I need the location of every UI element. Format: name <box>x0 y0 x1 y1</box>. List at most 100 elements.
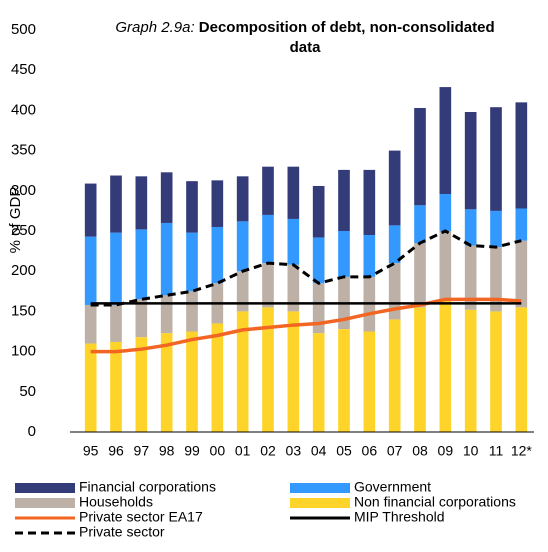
x-tick-label: 00 <box>210 443 226 459</box>
y-tick-label: 500 <box>11 21 36 38</box>
bar-segment <box>110 341 122 432</box>
bar-segment <box>262 263 274 308</box>
chart-title-line: Graph 2.9a: Decomposition of debt, non-c… <box>115 19 494 36</box>
bar-segment <box>312 283 325 334</box>
y-tick-label: 0 <box>28 423 36 440</box>
x-tick-label: 11 <box>489 443 504 459</box>
bar-segment <box>490 311 502 432</box>
x-tick-label: 06 <box>362 443 378 459</box>
x-tick-label: 10 <box>463 443 479 459</box>
bar-segment <box>110 304 122 342</box>
x-tick-label: 03 <box>286 443 302 459</box>
bar-segment <box>110 175 122 233</box>
bar-segment <box>135 229 148 300</box>
bar-segment <box>388 225 401 264</box>
bar-segment <box>287 166 300 219</box>
x-tick-label: 07 <box>387 443 403 459</box>
bar-segment <box>338 329 350 432</box>
y-axis-label: % of GDP <box>7 187 24 254</box>
bar-segment <box>287 311 300 432</box>
bar-segment <box>160 222 173 296</box>
bar-segment <box>84 183 97 237</box>
bar-segment <box>388 319 401 432</box>
bar-segment <box>515 208 528 241</box>
bar-segment <box>312 237 325 284</box>
x-tick-label: 09 <box>438 443 454 459</box>
bar-segment <box>262 214 274 264</box>
bar-segment <box>464 309 477 432</box>
x-tick-label: 97 <box>134 443 150 459</box>
bar-segment <box>236 311 249 432</box>
bar-segment <box>439 231 452 300</box>
bar-segment <box>312 185 325 238</box>
bar-segment <box>338 231 350 277</box>
y-tick-label: 300 <box>11 182 36 199</box>
bar-segment <box>363 331 376 432</box>
x-tick-label: 02 <box>260 443 276 459</box>
bar-segment <box>160 295 173 334</box>
bar-segment <box>186 232 198 292</box>
y-tick-label: 100 <box>11 343 36 360</box>
bar-segment <box>515 307 528 432</box>
bar-segment <box>515 240 528 308</box>
bar-segment <box>84 343 97 432</box>
bar-segment <box>211 180 224 227</box>
x-tick-label: 95 <box>83 443 99 459</box>
x-tick-label: 99 <box>184 443 200 459</box>
bar-segment <box>135 176 148 230</box>
y-tick-label: 250 <box>11 222 36 239</box>
x-tick-label: 12* <box>511 443 533 459</box>
bar-segment <box>211 323 224 432</box>
legend-label: Non financial corporations <box>354 494 516 510</box>
bar-segment <box>160 333 173 432</box>
legend-label: Private sector EA17 <box>79 509 203 525</box>
y-tick-label: 50 <box>19 383 36 400</box>
legend-label: Financial corporations <box>79 479 216 495</box>
bar-segment <box>490 107 502 211</box>
bar-segment <box>363 235 376 277</box>
bar-segment <box>186 181 198 233</box>
x-tick-label: 05 <box>336 443 352 459</box>
legend-swatch <box>290 498 350 508</box>
bar-segment <box>464 245 477 310</box>
bar-segment <box>236 221 249 272</box>
bar-segment <box>287 264 300 312</box>
bar-segment <box>515 102 528 209</box>
bar-segment <box>464 209 477 246</box>
legend-label: Households <box>79 494 153 510</box>
bar-segment <box>186 331 198 432</box>
chart-title-cont: data <box>290 39 322 56</box>
bar-segment <box>338 169 350 231</box>
title-prefix: Graph 2.9a: <box>115 19 194 36</box>
bar-segment <box>490 210 502 248</box>
chart-title: Decomposition of debt, non-consolidated <box>195 19 495 36</box>
bar-segment <box>414 243 426 308</box>
legend-label: MIP Threshold <box>354 509 445 525</box>
bar-segment <box>287 218 300 265</box>
bar-segment <box>84 304 97 344</box>
y-tick-label: 450 <box>11 61 36 78</box>
y-tick-label: 400 <box>11 101 36 118</box>
bar-segment <box>211 226 224 284</box>
bar-segment <box>135 337 148 432</box>
bar-segment <box>414 205 426 244</box>
y-tick-label: 200 <box>11 262 36 279</box>
bar-segment <box>262 166 274 215</box>
legend-swatch <box>15 498 75 508</box>
y-tick-label: 150 <box>11 302 36 319</box>
bar-segment <box>439 194 452 231</box>
bar-segment <box>464 112 477 210</box>
bar-segment <box>236 271 249 312</box>
bar-segment <box>363 169 376 236</box>
legend-label: Private sector <box>79 524 165 540</box>
bar-segment <box>388 263 401 320</box>
bar-segment <box>312 333 325 432</box>
bar-segment <box>439 87 452 195</box>
bar-segment <box>186 291 198 332</box>
bar-segment <box>135 299 148 338</box>
x-tick-label: 01 <box>235 443 251 459</box>
bar-segment <box>490 247 502 312</box>
bar-segment <box>160 172 173 223</box>
x-tick-label: 96 <box>108 443 124 459</box>
